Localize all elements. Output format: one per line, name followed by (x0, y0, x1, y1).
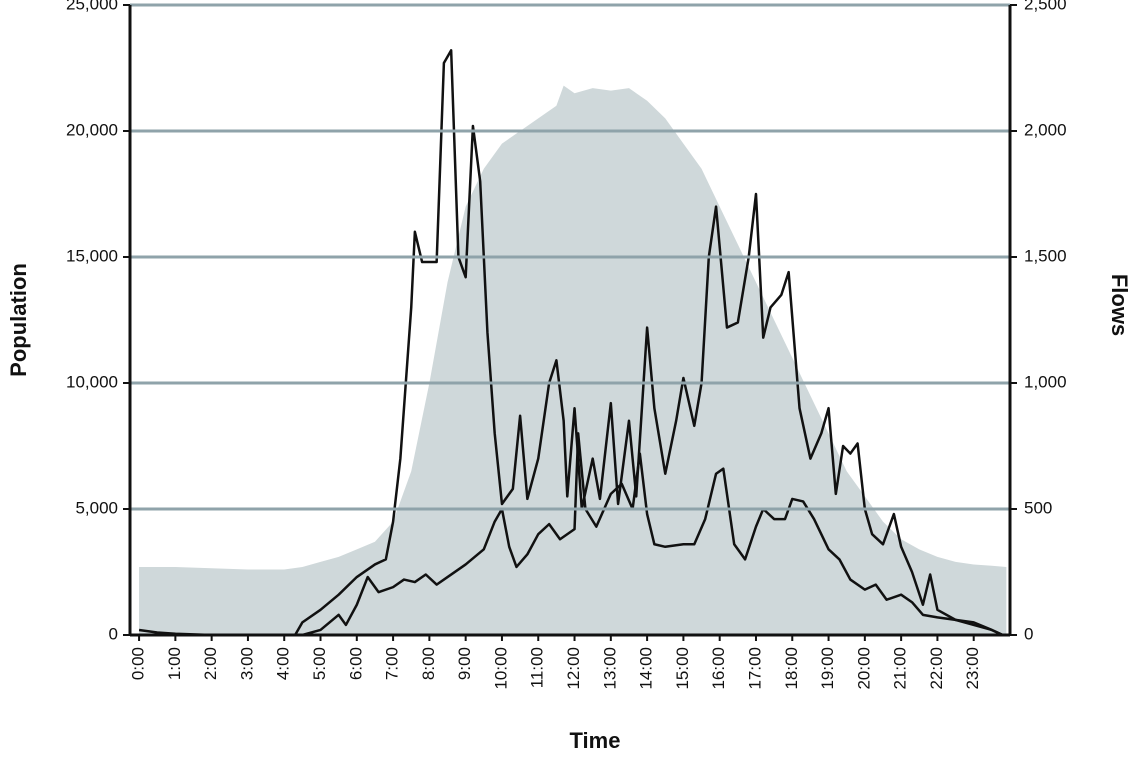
y-tick-label: 5,000 (75, 498, 118, 517)
line (139, 432, 1004, 637)
y2-tick-label: 0 (1024, 624, 1033, 643)
x-tick-label: 19:00 (818, 647, 837, 690)
x-axis-title: Time (570, 728, 621, 753)
x-tick-label: 17:00 (745, 647, 764, 690)
y2-tick-label: 1,500 (1024, 246, 1067, 265)
y-tick-label: 25,000 (66, 0, 118, 13)
x-tick-label: 20:00 (854, 647, 873, 690)
x-tick-label: 16:00 (709, 647, 728, 690)
x-tick-label: 1:00 (165, 647, 184, 680)
x-tick-label: 18:00 (782, 647, 801, 690)
plot-area: 0 5,000 10,000 15,000 20,000 25,000 0 500 1,000 1… (66, 0, 1067, 690)
x-tick-label: 15:00 (673, 647, 692, 690)
y2-tick-label: 1,000 (1024, 372, 1067, 391)
series-layer (138, 49, 1007, 637)
x-tick-label: 6:00 (346, 647, 365, 680)
x-tick-label: 9:00 (455, 647, 474, 680)
x-tick-label: 7:00 (383, 647, 402, 680)
y-tick-label: 10,000 (66, 372, 118, 391)
x-tick-label: 5:00 (310, 647, 329, 680)
x-tick-label: 3:00 (237, 647, 256, 680)
y-tick-label: 15,000 (66, 246, 118, 265)
x-tick-label: 22:00 (927, 647, 946, 690)
y2-tick-label: 2,000 (1024, 120, 1067, 139)
line (138, 49, 1004, 637)
x-tick-label: 2:00 (201, 647, 220, 680)
y2-tick-label: 500 (1024, 498, 1052, 517)
x-tick-label: 8:00 (419, 647, 438, 680)
x-tick-label: 21:00 (891, 647, 910, 690)
area (139, 85, 1007, 635)
x-tick-label: 10:00 (491, 647, 510, 690)
axes: 0 5,000 10,000 15,000 20,000 25,000 0 500 1,000 1… (66, 0, 1067, 690)
y-tick-label: 0 (109, 624, 118, 643)
y2-axis-title: Flows (1107, 274, 1132, 336)
y-tick-label: 20,000 (66, 120, 118, 139)
x-tick-label: 4:00 (274, 647, 293, 680)
grid (130, 3, 1010, 511)
y2-tick-label: 2,500 (1024, 0, 1067, 13)
x-tick-label: 23:00 (963, 647, 982, 690)
x-tick-label: 13:00 (600, 647, 619, 690)
x-tick-label: 0:00 (129, 647, 148, 680)
x-tick-label: 12:00 (564, 647, 583, 690)
x-tick-label: 11:00 (528, 647, 547, 688)
y-axis-title: Population (6, 263, 31, 377)
x-tick-label: 14:00 (637, 647, 656, 690)
